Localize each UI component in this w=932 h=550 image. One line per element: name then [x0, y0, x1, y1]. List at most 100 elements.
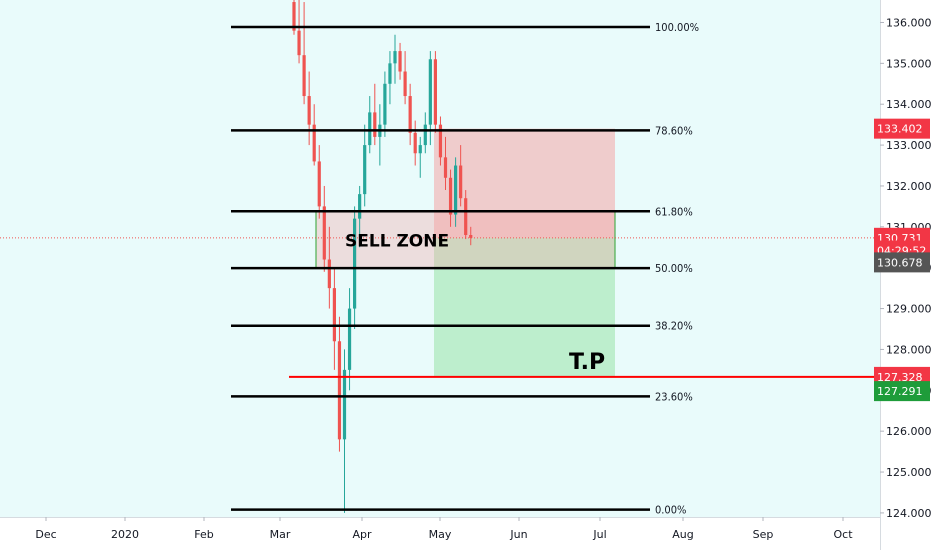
time-tick-label: Apr — [352, 528, 372, 541]
candle — [388, 51, 392, 105]
candle — [332, 267, 336, 370]
take-profit-box — [434, 237, 615, 377]
price-badge-text: 127.291 — [877, 385, 923, 398]
candle-body — [438, 124, 443, 158]
candle — [368, 96, 372, 154]
candle-body — [469, 235, 473, 238]
fib-level-label: 50.00% — [655, 262, 693, 275]
candle-body — [317, 161, 321, 207]
candle — [398, 42, 402, 80]
fib-level-label: 100.00% — [655, 21, 699, 34]
candle — [317, 145, 321, 219]
candle — [403, 51, 407, 105]
time-tick-label: Aug — [672, 528, 693, 541]
time-tick-label: 2020 — [111, 528, 139, 541]
candle — [413, 120, 417, 166]
time-tick-label: Oct — [833, 528, 853, 541]
candle — [433, 51, 437, 133]
candle — [443, 136, 448, 191]
price-tick-label: 125.000 — [886, 466, 932, 479]
candle-body — [428, 59, 432, 125]
time-axis-background — [0, 517, 932, 550]
candle-body — [373, 112, 377, 137]
candle-body — [413, 132, 417, 154]
fib-level-label: 61.80% — [655, 205, 693, 218]
candle-body — [363, 145, 367, 195]
candle — [393, 34, 397, 84]
price-tick-label: 124.000 — [886, 507, 932, 520]
candle — [347, 288, 352, 391]
candle-body — [423, 124, 427, 146]
candles-layer — [292, 0, 473, 513]
candle — [408, 83, 412, 146]
candle-body — [433, 59, 437, 125]
candle — [383, 71, 387, 137]
candle-body — [347, 308, 352, 370]
price-tick-label: 134.000 — [886, 98, 932, 111]
time-axis[interactable]: Dec 2020 Feb Mar Apr May Jun Jul Aug Sep Oct — [35, 517, 853, 541]
time-tick-label: Mar — [270, 528, 291, 541]
candle-body — [292, 2, 296, 31]
candle-body — [297, 30, 301, 56]
candle — [373, 83, 377, 146]
price-tick-label: 133.000 — [886, 139, 932, 152]
price-badge: 130.678 — [874, 252, 930, 273]
candle-body — [332, 288, 336, 342]
price-tick-label: 136.000 — [886, 16, 932, 29]
candle — [363, 124, 367, 207]
candle-body — [393, 51, 397, 64]
candle-body — [322, 206, 326, 260]
candle — [459, 145, 463, 207]
candle-body — [312, 124, 316, 162]
candle — [438, 116, 443, 166]
candle-body — [368, 112, 372, 146]
overlay-layer: SELL ZONE T.P — [0, 232, 880, 378]
candle — [337, 316, 342, 452]
price-axis[interactable]: 136.000135.000134.000133.000132.000131.0… — [874, 16, 932, 520]
candle-body — [464, 198, 468, 235]
price-badge-text: 127.328 — [877, 371, 923, 384]
candle-body — [337, 341, 342, 440]
fib-level-label: 23.60% — [655, 390, 693, 403]
candle — [358, 185, 362, 248]
candle-body — [307, 96, 311, 125]
price-badge-bg — [874, 252, 930, 273]
trade-boxes-layer — [315, 128, 616, 377]
take-profit-label: T.P — [569, 350, 605, 375]
price-axis-background — [880, 0, 932, 550]
candle — [307, 71, 311, 146]
candle — [454, 157, 458, 227]
candle — [464, 190, 468, 240]
time-tick-label: Jul — [592, 528, 606, 541]
price-tick-label: 126.000 — [886, 425, 932, 438]
fib-level-label: 78.60% — [655, 124, 693, 137]
price-tick-label: 129.000 — [886, 303, 932, 316]
price-badge-bg — [874, 118, 930, 139]
price-tick-label: 132.000 — [886, 180, 932, 193]
time-tick-label: Jun — [509, 528, 527, 541]
candle — [292, 0, 296, 35]
candle — [302, 2, 306, 105]
candle-body — [459, 165, 463, 199]
price-tick-label: 135.000 — [886, 57, 932, 70]
candle — [297, 0, 301, 64]
candle-body — [443, 157, 448, 178]
candle — [322, 185, 326, 272]
price-badge-bg — [874, 381, 930, 402]
candle-body — [353, 218, 357, 309]
price-badge-text: 133.402 — [877, 123, 923, 136]
price-badge: 133.402 — [874, 118, 930, 139]
candle — [448, 169, 453, 227]
price-tick-label: 128.000 — [886, 343, 932, 356]
candle-body — [418, 145, 422, 154]
candle — [423, 112, 427, 154]
candle-body — [448, 177, 453, 215]
candle — [469, 226, 473, 246]
candle-body — [342, 369, 347, 440]
candle-body — [403, 71, 407, 97]
time-tick-label: Sep — [753, 528, 774, 541]
candle-body — [388, 63, 392, 84]
candle-body — [302, 55, 306, 97]
